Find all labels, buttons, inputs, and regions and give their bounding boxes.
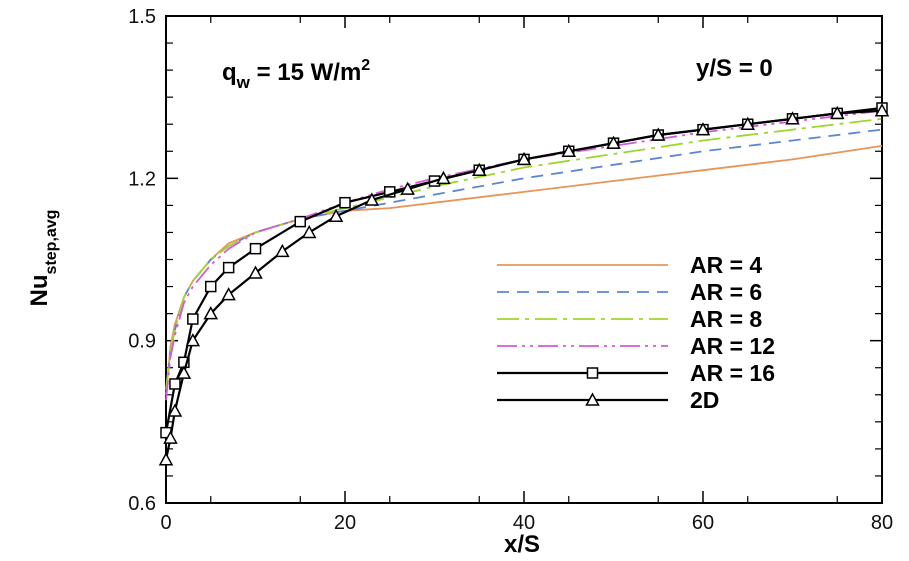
data-point-2d xyxy=(176,365,192,379)
data-point-ar-16 xyxy=(187,313,199,325)
data-point-2d xyxy=(561,143,577,158)
x-tick-label: 60 xyxy=(692,512,714,534)
y-tick-label: 0.6 xyxy=(128,493,156,515)
legend-label-2d: 2D xyxy=(690,387,719,413)
x-tick-label: 80 xyxy=(871,512,893,534)
heat-flux-superscript: 2 xyxy=(361,57,370,74)
x-tick-label: 0 xyxy=(160,512,171,534)
data-point-ar-16 xyxy=(222,261,235,274)
data-point-2d xyxy=(275,243,290,258)
x-tick-label: 20 xyxy=(334,512,356,534)
legend-label-ar-16: AR = 16 xyxy=(690,360,775,386)
heat-flux-q: q xyxy=(222,59,237,86)
data-point-2d xyxy=(740,116,756,130)
data-point-2d xyxy=(328,208,344,222)
data-point-2d xyxy=(516,151,532,166)
legend-label-ar-12: AR = 12 xyxy=(690,333,775,359)
data-point-ar-16 xyxy=(205,280,217,293)
heat-flux-annotation: qw = 15 W/m2 xyxy=(222,57,370,92)
data-point-2d xyxy=(695,122,711,136)
y-axis-title-main: Nu xyxy=(26,274,53,306)
legend-label-ar-8: AR = 8 xyxy=(690,306,762,332)
legend-label-ar-6: AR = 6 xyxy=(690,279,762,305)
legend-marker-ar-16 xyxy=(586,367,599,379)
heat-flux-value: = 15 W/m xyxy=(250,59,361,86)
data-point-2d xyxy=(471,162,487,176)
data-point-2d xyxy=(606,135,621,149)
data-point-2d xyxy=(158,452,174,466)
y-axis-title-sub: step,avg xyxy=(43,210,60,275)
data-point-ar-16 xyxy=(384,186,396,198)
legend-marker-2d xyxy=(585,392,600,406)
series-2d xyxy=(158,103,890,466)
data-point-ar-16 xyxy=(294,215,306,228)
data-point-2d xyxy=(829,105,845,120)
y-tick-label: 1.2 xyxy=(128,168,156,190)
data-point-ar-16 xyxy=(169,378,181,390)
y-tick-label: 0.9 xyxy=(128,331,156,353)
data-point-2d xyxy=(221,287,236,301)
x-axis-title: x/S xyxy=(504,531,540,558)
data-point-ar-16 xyxy=(339,196,351,209)
data-point-2d xyxy=(203,306,219,320)
plot-area: 0 20 40 60 80 0.6 0.9 1.2 1.5 xyxy=(128,6,893,534)
location-annotation: y/S = 0 xyxy=(696,55,773,82)
data-point-2d xyxy=(785,111,800,125)
data-point-2d xyxy=(163,430,178,444)
x-tick-label: 40 xyxy=(513,512,535,534)
data-point-2d xyxy=(650,127,666,141)
y-tick-label: 1.5 xyxy=(128,6,156,28)
data-point-2d xyxy=(364,192,380,206)
series-layer xyxy=(158,102,890,466)
data-point-2d xyxy=(301,224,317,239)
data-point-ar-16 xyxy=(249,242,262,255)
data-point-2d xyxy=(436,170,451,185)
data-point-2d xyxy=(400,181,415,195)
data-point-2d xyxy=(874,103,890,117)
y-axis-title: Nustep,avg xyxy=(26,210,60,307)
legend-label-ar-4: AR = 4 xyxy=(690,252,762,278)
data-point-2d xyxy=(185,333,201,347)
data-point-2d xyxy=(167,403,183,417)
heat-flux-subscript: w xyxy=(236,73,251,92)
data-point-2d xyxy=(248,265,263,279)
